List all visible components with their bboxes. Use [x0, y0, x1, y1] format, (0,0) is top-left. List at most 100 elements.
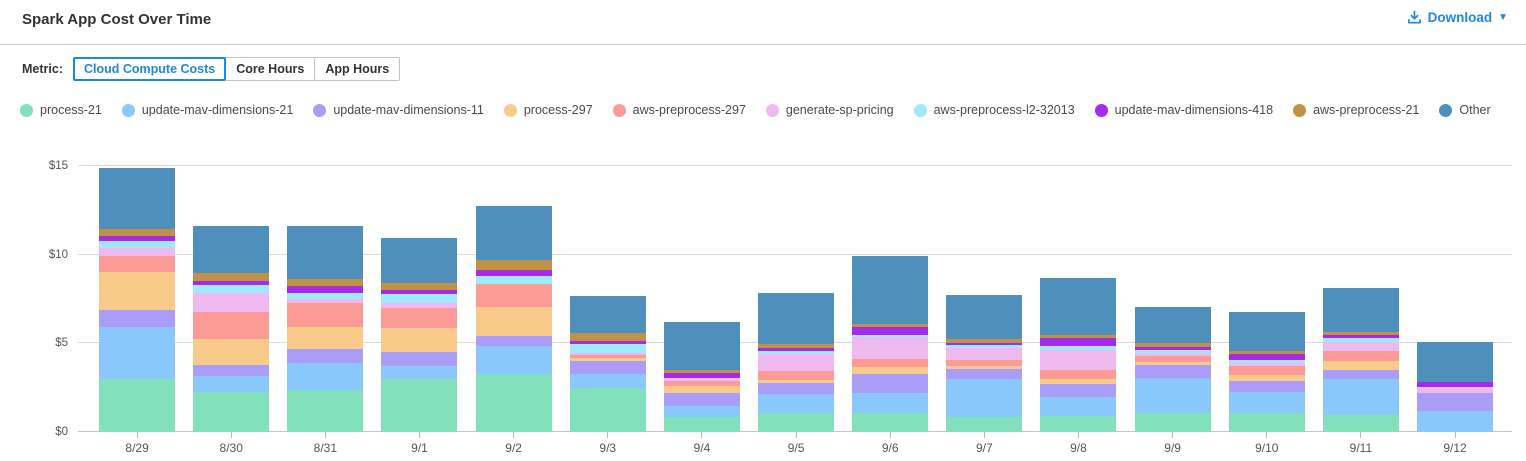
bar-segment-aws-preprocess-297[interactable] — [663, 380, 740, 386]
bar-segment-update-mav-dimensions-21[interactable] — [1228, 392, 1305, 413]
bar-segment-aws-preprocess-21[interactable] — [475, 260, 552, 270]
bar-segment-process-297[interactable] — [758, 379, 835, 384]
bar-segment-process-21[interactable] — [758, 412, 835, 432]
bar-segment-aws-preprocess-21[interactable] — [569, 332, 646, 341]
stacked-bar-9/11[interactable] — [1322, 288, 1399, 432]
bar-segment-process-21[interactable] — [852, 412, 929, 432]
bar-segment-generate-sp-pricing[interactable] — [569, 353, 646, 355]
bar-segment-update-mav-dimensions-21[interactable] — [852, 393, 929, 413]
legend-item-update-mav-dimensions-21[interactable]: update-mav-dimensions-21 — [121, 103, 293, 117]
bar-segment-aws-preprocess-21[interactable] — [1040, 335, 1117, 339]
bar-segment-process-297[interactable] — [193, 338, 270, 365]
bar-segment-Other[interactable] — [1228, 311, 1305, 351]
bar-segment-update-mav-dimensions-418[interactable] — [475, 269, 552, 276]
bar-segment-Other[interactable] — [569, 296, 646, 333]
bar-segment-process-297[interactable] — [1322, 361, 1399, 370]
bar-segment-Other[interactable] — [758, 292, 835, 345]
bar-segment-Other[interactable] — [193, 226, 270, 274]
bar-segment-update-mav-dimensions-11[interactable] — [569, 361, 646, 374]
metric-button-cloud-compute-costs[interactable]: Cloud Compute Costs — [72, 57, 227, 81]
legend-item-update-mav-dimensions-418[interactable]: update-mav-dimensions-418 — [1094, 103, 1273, 117]
bar-segment-update-mav-dimensions-11[interactable] — [1322, 369, 1399, 379]
bar-segment-update-mav-dimensions-418[interactable] — [287, 285, 364, 293]
bar-segment-Other[interactable] — [381, 237, 458, 284]
bar-segment-aws-preprocess-l2-32013[interactable] — [569, 344, 646, 354]
bar-segment-update-mav-dimensions-418[interactable] — [1228, 354, 1305, 361]
bar-segment-Other[interactable] — [946, 294, 1023, 339]
bar-segment-aws-preprocess-l2-32013[interactable] — [287, 292, 364, 300]
bar-segment-update-mav-dimensions-11[interactable] — [99, 309, 176, 328]
bar-segment-aws-preprocess-297[interactable] — [1134, 355, 1211, 362]
bar-segment-generate-sp-pricing[interactable] — [287, 299, 364, 304]
bar-segment-aws-preprocess-297[interactable] — [946, 360, 1023, 366]
bar-segment-generate-sp-pricing[interactable] — [852, 337, 929, 360]
bar-segment-update-mav-dimensions-21[interactable] — [663, 406, 740, 417]
legend-item-aws-preprocess-21[interactable]: aws-preprocess-21 — [1293, 103, 1419, 117]
bar-segment-process-21[interactable] — [1134, 413, 1211, 432]
bar-segment-update-mav-dimensions-11[interactable] — [193, 364, 270, 377]
bar-segment-update-mav-dimensions-11[interactable] — [758, 383, 835, 394]
bar-segment-process-297[interactable] — [99, 272, 176, 310]
legend-item-update-mav-dimensions-11[interactable]: update-mav-dimensions-11 — [313, 103, 484, 117]
bar-segment-update-mav-dimensions-21[interactable] — [287, 362, 364, 391]
bar-segment-aws-preprocess-297[interactable] — [287, 303, 364, 327]
stacked-bar-9/2[interactable] — [475, 205, 552, 432]
bar-segment-update-mav-dimensions-11[interactable] — [1040, 384, 1117, 397]
bar-segment-update-mav-dimensions-11[interactable] — [287, 348, 364, 363]
bar-segment-aws-preprocess-21[interactable] — [663, 370, 740, 373]
legend-item-Other[interactable]: Other — [1439, 103, 1491, 117]
bar-segment-Other[interactable] — [1040, 277, 1117, 336]
stacked-bar-9/9[interactable] — [1134, 307, 1211, 432]
bar-segment-update-mav-dimensions-418[interactable] — [193, 281, 270, 285]
bar-segment-aws-preprocess-l2-32013[interactable] — [1228, 360, 1305, 363]
bar-segment-aws-preprocess-l2-32013[interactable] — [99, 240, 176, 248]
bar-segment-Other[interactable] — [852, 255, 929, 324]
metric-button-app-hours[interactable]: App Hours — [314, 57, 401, 81]
bar-segment-aws-preprocess-21[interactable] — [287, 278, 364, 286]
bar-segment-process-21[interactable] — [381, 378, 458, 432]
bar-segment-update-mav-dimensions-21[interactable] — [758, 393, 835, 413]
bar-segment-update-mav-dimensions-21[interactable] — [569, 373, 646, 388]
bar-segment-update-mav-dimensions-418[interactable] — [569, 340, 646, 345]
bar-segment-update-mav-dimensions-418[interactable] — [946, 342, 1023, 346]
bar-segment-generate-sp-pricing[interactable] — [193, 292, 270, 313]
bar-segment-update-mav-dimensions-21[interactable] — [1322, 378, 1399, 416]
bar-segment-generate-sp-pricing[interactable] — [1417, 386, 1494, 394]
bar-segment-process-21[interactable] — [946, 416, 1023, 432]
bar-segment-process-297[interactable] — [287, 326, 364, 349]
bar-segment-update-mav-dimensions-11[interactable] — [475, 336, 552, 347]
stacked-bar-9/4[interactable] — [663, 322, 740, 432]
bar-segment-generate-sp-pricing[interactable] — [758, 354, 835, 371]
bar-segment-generate-sp-pricing[interactable] — [1322, 341, 1399, 352]
stacked-bar-9/1[interactable] — [381, 237, 458, 432]
bar-segment-update-mav-dimensions-11[interactable] — [946, 369, 1023, 379]
bar-segment-aws-preprocess-297[interactable] — [758, 370, 835, 380]
bar-segment-update-mav-dimensions-21[interactable] — [99, 327, 176, 379]
bar-segment-process-21[interactable] — [287, 390, 364, 432]
bar-segment-aws-preprocess-297[interactable] — [852, 359, 929, 368]
bar-segment-update-mav-dimensions-418[interactable] — [1134, 346, 1211, 351]
stacked-bar-8/29[interactable] — [99, 167, 176, 432]
bar-segment-generate-sp-pricing[interactable] — [1228, 362, 1305, 367]
bar-segment-aws-preprocess-297[interactable] — [193, 312, 270, 339]
download-button[interactable]: Download ▼ — [1407, 10, 1508, 25]
bar-segment-update-mav-dimensions-418[interactable] — [852, 327, 929, 335]
legend-item-generate-sp-pricing[interactable]: generate-sp-pricing — [765, 103, 894, 117]
bar-segment-Other[interactable] — [1322, 288, 1399, 332]
bar-segment-update-mav-dimensions-11[interactable] — [1134, 364, 1211, 378]
bar-segment-generate-sp-pricing[interactable] — [1040, 349, 1117, 370]
bar-segment-aws-preprocess-21[interactable] — [99, 229, 176, 237]
bar-segment-update-mav-dimensions-11[interactable] — [852, 374, 929, 393]
bar-segment-update-mav-dimensions-11[interactable] — [663, 393, 740, 407]
bar-segment-aws-preprocess-l2-32013[interactable] — [946, 345, 1023, 348]
bar-segment-process-297[interactable] — [946, 365, 1023, 370]
bar-segment-update-mav-dimensions-21[interactable] — [381, 366, 458, 379]
bar-segment-aws-preprocess-297[interactable] — [1228, 366, 1305, 376]
bar-segment-aws-preprocess-21[interactable] — [946, 338, 1023, 343]
bar-segment-aws-preprocess-297[interactable] — [1040, 369, 1117, 379]
stacked-bar-9/8[interactable] — [1040, 277, 1117, 432]
bar-segment-aws-preprocess-l2-32013[interactable] — [852, 334, 929, 338]
bar-segment-aws-preprocess-21[interactable] — [852, 323, 929, 328]
bar-segment-process-21[interactable] — [99, 378, 176, 432]
stacked-bar-9/12[interactable] — [1417, 341, 1494, 432]
